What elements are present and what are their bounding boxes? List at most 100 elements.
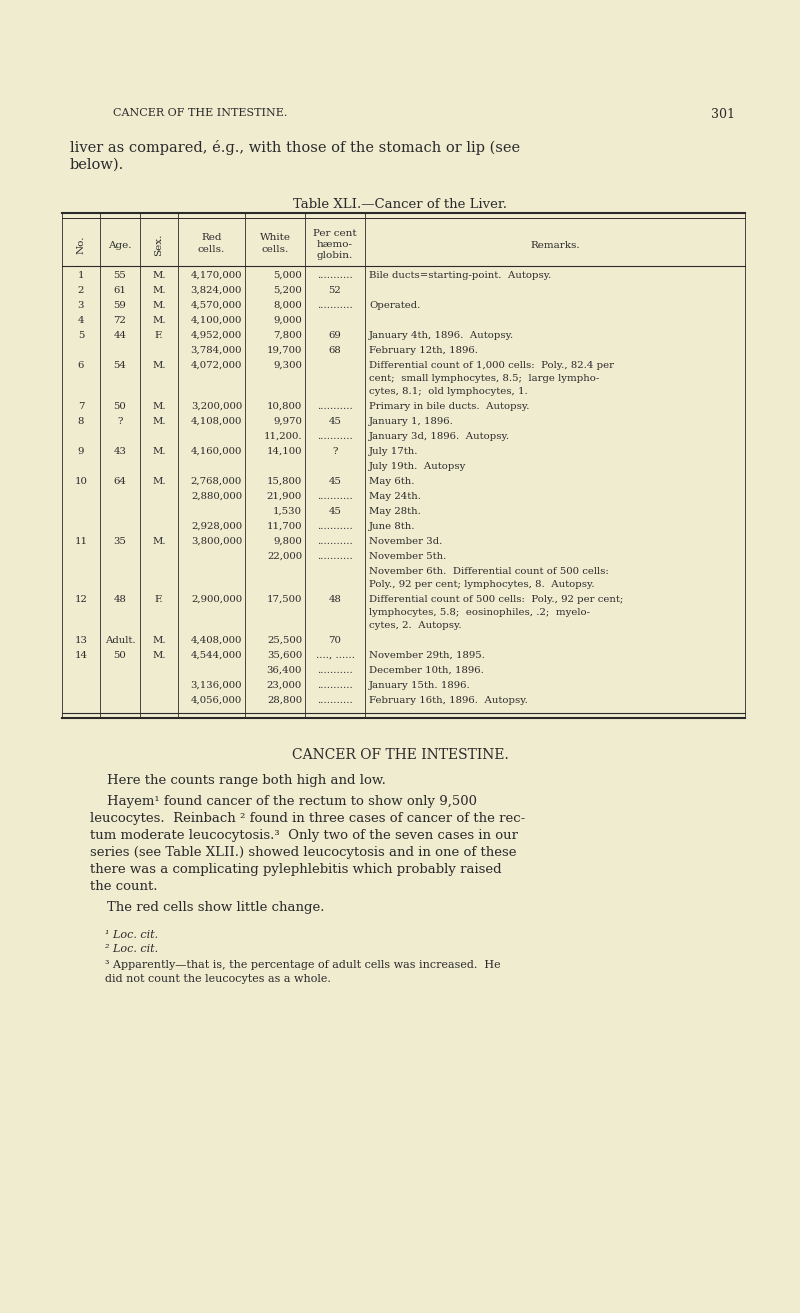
Text: M.: M. bbox=[152, 651, 166, 660]
Text: 2: 2 bbox=[78, 286, 84, 295]
Text: May 28th.: May 28th. bbox=[369, 507, 421, 516]
Text: there was a complicating pylephlebitis which probably raised: there was a complicating pylephlebitis w… bbox=[90, 863, 502, 876]
Text: 11,700: 11,700 bbox=[266, 523, 302, 530]
Text: 9: 9 bbox=[78, 446, 84, 456]
Text: 3: 3 bbox=[78, 301, 84, 310]
Text: 3,824,000: 3,824,000 bbox=[190, 286, 242, 295]
Text: May 24th.: May 24th. bbox=[369, 492, 421, 502]
Text: November 5th.: November 5th. bbox=[369, 551, 446, 561]
Text: November 6th.  Differential count of 500 cells:: November 6th. Differential count of 500 … bbox=[369, 567, 609, 576]
Text: M.: M. bbox=[152, 477, 166, 486]
Text: 3,136,000: 3,136,000 bbox=[190, 681, 242, 691]
Text: Differential count of 500 cells:  Poly., 92 per cent;: Differential count of 500 cells: Poly., … bbox=[369, 595, 623, 604]
Text: 11,200.: 11,200. bbox=[263, 432, 302, 441]
Text: ...........: ........... bbox=[317, 666, 353, 675]
Text: 10: 10 bbox=[74, 477, 87, 486]
Text: Table XLI.—Cancer of the Liver.: Table XLI.—Cancer of the Liver. bbox=[293, 198, 507, 211]
Text: 59: 59 bbox=[114, 301, 126, 310]
Text: 25,500: 25,500 bbox=[267, 635, 302, 645]
Text: 3,784,000: 3,784,000 bbox=[190, 347, 242, 355]
Text: 50: 50 bbox=[114, 651, 126, 660]
Text: 3,200,000: 3,200,000 bbox=[190, 402, 242, 411]
Text: ...........: ........... bbox=[317, 551, 353, 561]
Text: 61: 61 bbox=[114, 286, 126, 295]
Text: June 8th.: June 8th. bbox=[369, 523, 415, 530]
Text: leucocytes.  Reinbach ² found in three cases of cancer of the rec-: leucocytes. Reinbach ² found in three ca… bbox=[90, 811, 526, 825]
Text: 45: 45 bbox=[329, 507, 342, 516]
Text: 4,544,000: 4,544,000 bbox=[190, 651, 242, 660]
Text: 4,072,000: 4,072,000 bbox=[190, 361, 242, 370]
Text: 19,700: 19,700 bbox=[266, 347, 302, 355]
Text: January 3d, 1896.  Autopsy.: January 3d, 1896. Autopsy. bbox=[369, 432, 510, 441]
Text: July 19th.  Autopsy: July 19th. Autopsy bbox=[369, 462, 466, 471]
Text: 4,952,000: 4,952,000 bbox=[190, 331, 242, 340]
Text: February 12th, 1896.: February 12th, 1896. bbox=[369, 347, 478, 355]
Text: F.: F. bbox=[154, 595, 163, 604]
Text: July 17th.: July 17th. bbox=[369, 446, 418, 456]
Text: cells.: cells. bbox=[262, 246, 289, 253]
Text: 2,880,000: 2,880,000 bbox=[191, 492, 242, 502]
Text: did not count the leucocytes as a whole.: did not count the leucocytes as a whole. bbox=[105, 974, 331, 983]
Text: 48: 48 bbox=[114, 595, 126, 604]
Text: M.: M. bbox=[152, 635, 166, 645]
Text: ?: ? bbox=[118, 418, 122, 425]
Text: 9,000: 9,000 bbox=[274, 316, 302, 326]
Text: 5,000: 5,000 bbox=[274, 270, 302, 280]
Text: 4,170,000: 4,170,000 bbox=[190, 270, 242, 280]
Text: tum moderate leucocytosis.³  Only two of the seven cases in our: tum moderate leucocytosis.³ Only two of … bbox=[90, 829, 518, 842]
Text: 12: 12 bbox=[74, 595, 87, 604]
Text: 11: 11 bbox=[74, 537, 87, 546]
Text: M.: M. bbox=[152, 402, 166, 411]
Text: Remarks.: Remarks. bbox=[530, 242, 580, 249]
Text: 4,570,000: 4,570,000 bbox=[190, 301, 242, 310]
Text: 5: 5 bbox=[78, 331, 84, 340]
Text: 69: 69 bbox=[329, 331, 342, 340]
Text: White: White bbox=[259, 232, 290, 242]
Text: 23,000: 23,000 bbox=[266, 681, 302, 691]
Text: Red: Red bbox=[202, 232, 222, 242]
Text: Poly., 92 per cent; lymphocytes, 8.  Autopsy.: Poly., 92 per cent; lymphocytes, 8. Auto… bbox=[369, 580, 594, 590]
Text: 6: 6 bbox=[78, 361, 84, 370]
Text: November 29th, 1895.: November 29th, 1895. bbox=[369, 651, 485, 660]
Text: January 1, 1896.: January 1, 1896. bbox=[369, 418, 454, 425]
Text: 52: 52 bbox=[329, 286, 342, 295]
Text: The red cells show little change.: The red cells show little change. bbox=[90, 901, 325, 914]
Text: ...........: ........... bbox=[317, 492, 353, 502]
Text: 1: 1 bbox=[78, 270, 84, 280]
Text: 55: 55 bbox=[114, 270, 126, 280]
Text: the count.: the count. bbox=[90, 880, 158, 893]
Text: M.: M. bbox=[152, 361, 166, 370]
Text: May 6th.: May 6th. bbox=[369, 477, 414, 486]
Text: 35,600: 35,600 bbox=[266, 651, 302, 660]
Text: February 16th, 1896.  Autopsy.: February 16th, 1896. Autopsy. bbox=[369, 696, 528, 705]
Text: below).: below). bbox=[70, 158, 124, 172]
Text: 43: 43 bbox=[114, 446, 126, 456]
Text: 36,400: 36,400 bbox=[266, 666, 302, 675]
Text: 68: 68 bbox=[329, 347, 342, 355]
Text: CANCER OF THE INTESTINE.: CANCER OF THE INTESTINE. bbox=[292, 748, 508, 762]
Text: 64: 64 bbox=[114, 477, 126, 486]
Text: 72: 72 bbox=[114, 316, 126, 326]
Text: ...........: ........... bbox=[317, 270, 353, 280]
Text: M.: M. bbox=[152, 301, 166, 310]
Text: ...., ......: ...., ...... bbox=[315, 651, 354, 660]
Text: ² Loc. cit.: ² Loc. cit. bbox=[105, 944, 158, 955]
Text: ...........: ........... bbox=[317, 432, 353, 441]
Text: January 4th, 1896.  Autopsy.: January 4th, 1896. Autopsy. bbox=[369, 331, 514, 340]
Text: liver as compared, é.ɡ., with those of the stomach or lip (see: liver as compared, é.ɡ., with those of t… bbox=[70, 140, 520, 155]
Text: 54: 54 bbox=[114, 361, 126, 370]
Text: 14,100: 14,100 bbox=[266, 446, 302, 456]
Text: Sex.: Sex. bbox=[154, 234, 163, 256]
Text: ³ Apparently—that is, the percentage of adult cells was increased.  He: ³ Apparently—that is, the percentage of … bbox=[105, 960, 501, 970]
Text: 44: 44 bbox=[114, 331, 126, 340]
Text: November 3d.: November 3d. bbox=[369, 537, 442, 546]
Text: 9,300: 9,300 bbox=[273, 361, 302, 370]
Text: December 10th, 1896.: December 10th, 1896. bbox=[369, 666, 484, 675]
Text: 15,800: 15,800 bbox=[266, 477, 302, 486]
Text: 45: 45 bbox=[329, 418, 342, 425]
Text: lymphocytes, 5.8;  eosinophiles, .2;  myelo-: lymphocytes, 5.8; eosinophiles, .2; myel… bbox=[369, 608, 590, 617]
Text: 70: 70 bbox=[329, 635, 342, 645]
Text: 8,000: 8,000 bbox=[274, 301, 302, 310]
Text: 4,408,000: 4,408,000 bbox=[190, 635, 242, 645]
Text: ...........: ........... bbox=[317, 696, 353, 705]
